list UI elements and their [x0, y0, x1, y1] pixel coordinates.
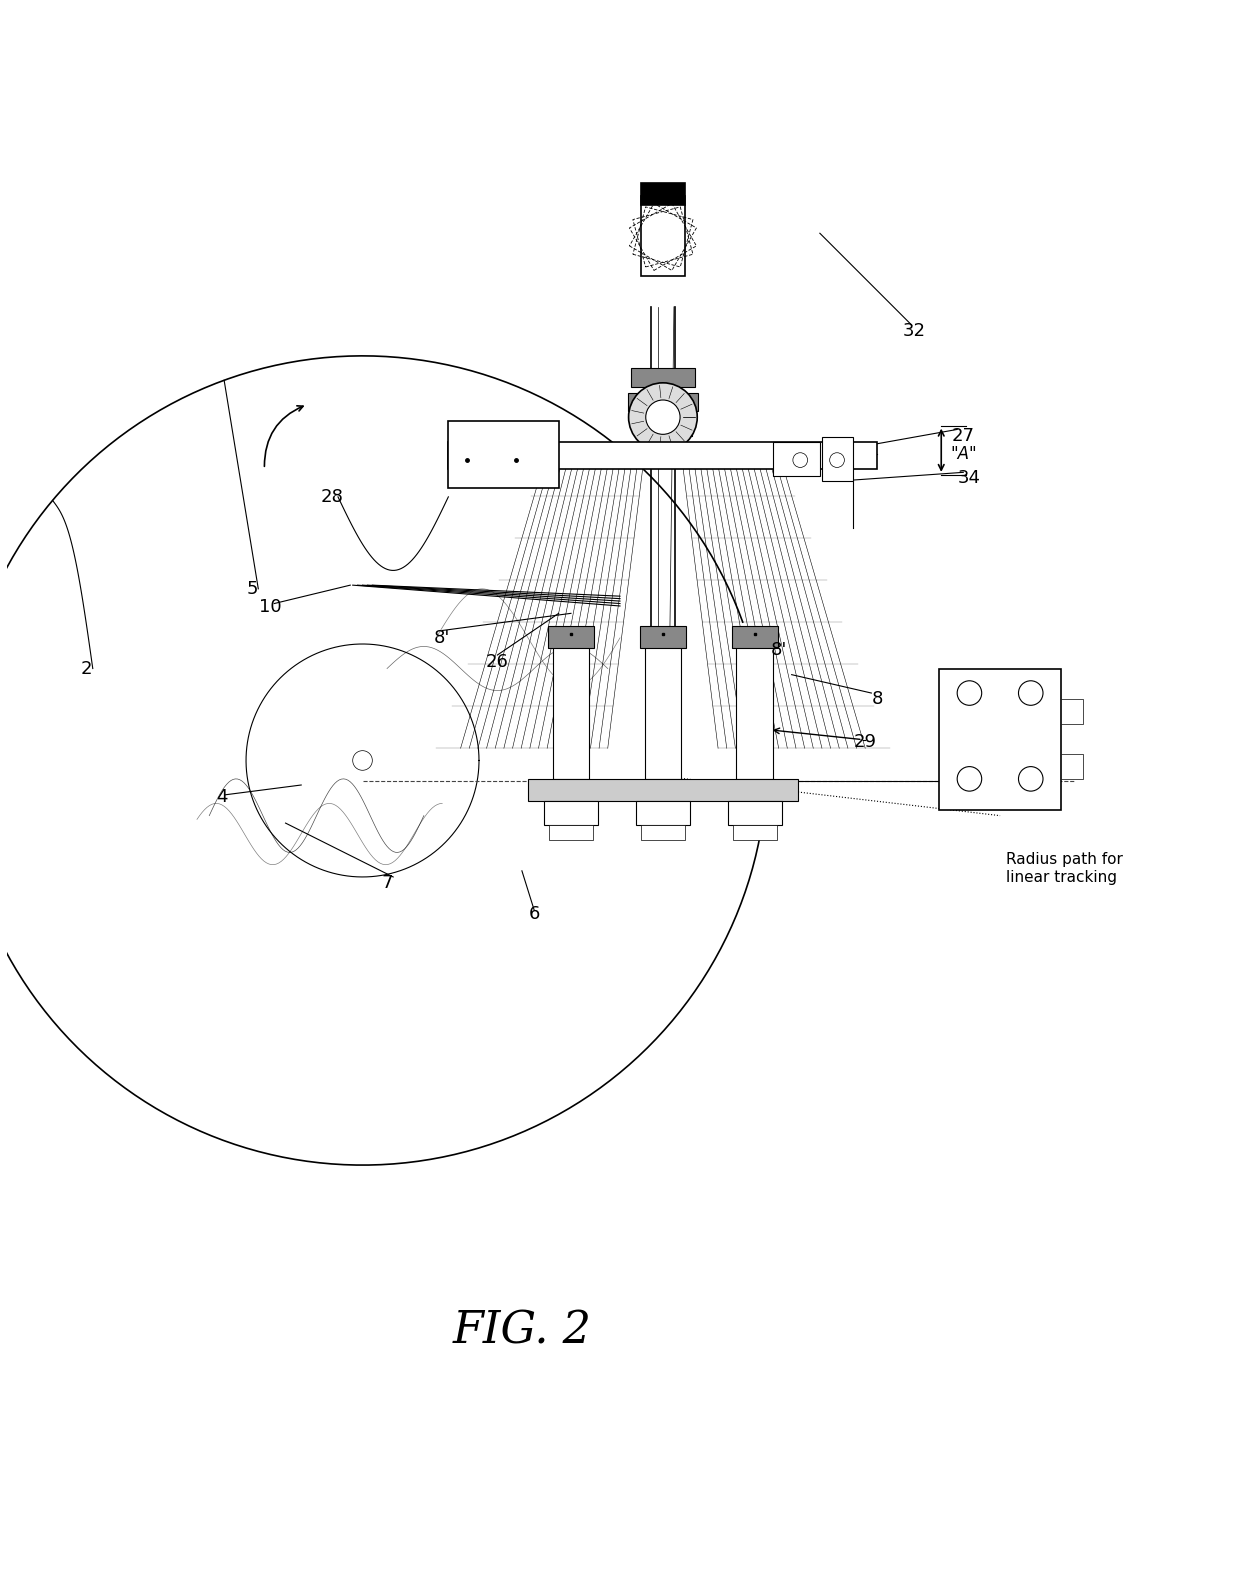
Bar — [449, 421, 559, 488]
Bar — [939, 669, 1061, 810]
Circle shape — [1018, 681, 1043, 705]
Bar — [640, 625, 686, 648]
Bar — [549, 826, 593, 840]
Text: FIG. 2: FIG. 2 — [453, 1309, 591, 1352]
Text: 27: 27 — [952, 427, 975, 444]
Text: 4: 4 — [216, 788, 227, 807]
Bar — [553, 637, 589, 779]
Bar — [641, 196, 684, 276]
Circle shape — [646, 400, 680, 435]
Bar — [774, 441, 820, 476]
Circle shape — [629, 383, 697, 452]
Circle shape — [957, 766, 982, 791]
Text: Radius path for
linear tracking: Radius path for linear tracking — [1006, 853, 1123, 885]
Circle shape — [352, 750, 372, 771]
Bar — [634, 418, 692, 435]
Bar — [544, 801, 598, 826]
Text: 8': 8' — [434, 630, 450, 647]
Bar — [732, 625, 779, 648]
Bar — [1061, 754, 1084, 779]
Bar — [636, 801, 689, 826]
Bar — [641, 184, 684, 206]
Bar — [1061, 699, 1084, 724]
Text: 34: 34 — [959, 469, 981, 487]
Text: "A": "A" — [950, 444, 977, 463]
Bar — [737, 637, 774, 779]
Bar — [548, 625, 594, 648]
Text: 28: 28 — [320, 488, 343, 506]
Bar — [641, 826, 684, 840]
Bar — [627, 392, 698, 411]
Text: 8: 8 — [872, 691, 883, 708]
Text: 2: 2 — [81, 659, 93, 678]
Circle shape — [830, 452, 844, 468]
Text: 7: 7 — [381, 874, 393, 892]
Text: 8': 8' — [771, 641, 787, 659]
Bar — [631, 367, 694, 386]
Bar — [822, 436, 853, 480]
Text: 10: 10 — [259, 598, 281, 615]
Text: 29: 29 — [853, 733, 877, 750]
Bar — [728, 801, 782, 826]
Circle shape — [1018, 766, 1043, 791]
Circle shape — [957, 681, 982, 705]
Bar — [645, 637, 681, 779]
Text: 5: 5 — [247, 579, 258, 598]
Text: 32: 32 — [903, 322, 926, 341]
Text: 6: 6 — [528, 904, 539, 923]
Bar — [449, 441, 878, 469]
Text: 26: 26 — [486, 653, 508, 672]
Circle shape — [792, 452, 807, 468]
Bar — [528, 779, 797, 801]
Bar — [733, 826, 777, 840]
